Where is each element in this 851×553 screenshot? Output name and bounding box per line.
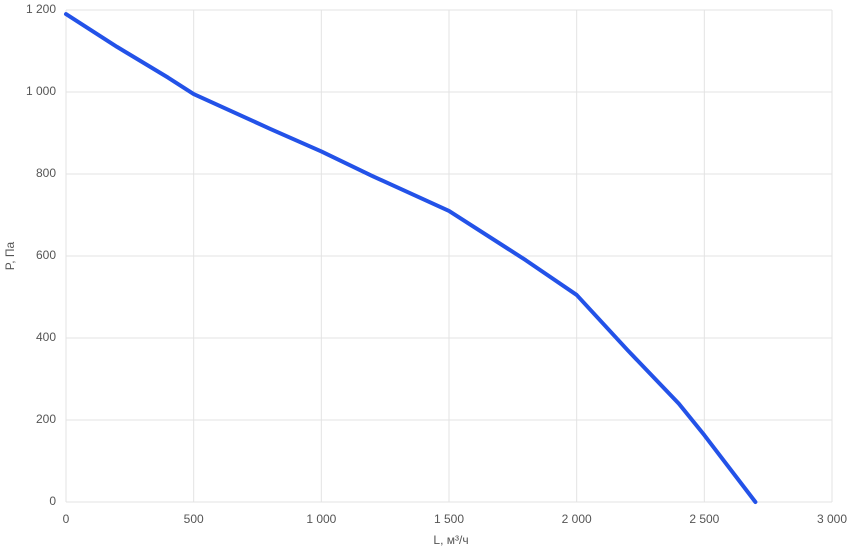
x-tick-label: 500: [184, 512, 204, 526]
x-tick-label: 1 000: [306, 512, 336, 526]
data-line: [64, 12, 758, 504]
y-tick-label: 800: [36, 166, 56, 180]
y-tick-label: 600: [36, 248, 56, 262]
y-tick-label: 0: [49, 494, 56, 508]
x-axis-label: L, м³/ч: [433, 533, 468, 547]
x-tick-label: 2 500: [689, 512, 719, 526]
y-axis-label: P, Па: [3, 241, 17, 270]
x-tick-label: 2 000: [562, 512, 592, 526]
x-tick-label: 3 000: [817, 512, 847, 526]
y-tick-label: 200: [36, 412, 56, 426]
y-tick-label: 1 200: [26, 2, 56, 16]
y-tick-label: 400: [36, 330, 56, 344]
x-tick-label: 1 500: [434, 512, 464, 526]
y-tick-label: 1 000: [26, 84, 56, 98]
x-tick-label: 0: [63, 512, 70, 526]
